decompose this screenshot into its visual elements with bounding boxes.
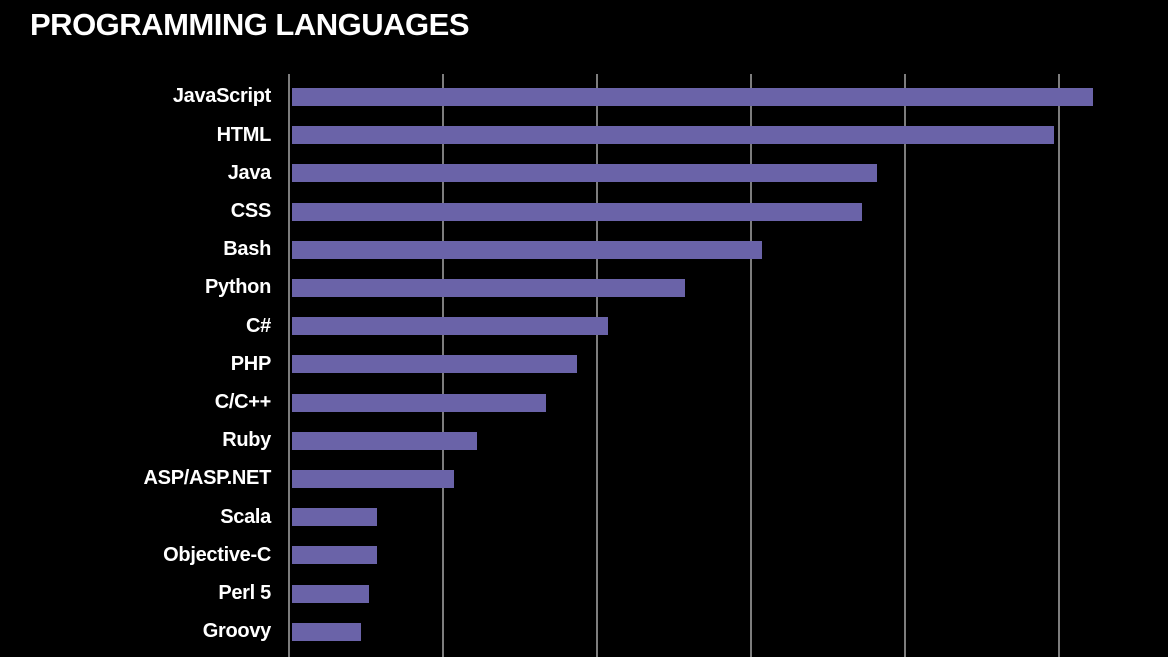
- category-label: Java: [227, 161, 272, 184]
- category-label: JavaScript: [172, 85, 271, 108]
- bar: [292, 508, 377, 527]
- bar-track: [292, 469, 1168, 488]
- bar: [292, 355, 577, 374]
- bar: [292, 317, 608, 336]
- x-gridline: [750, 74, 752, 657]
- bar-row: Ruby: [0, 422, 1168, 460]
- bar-row: ASP/ASP.NET: [0, 460, 1168, 498]
- bar-row: C/C++: [0, 384, 1168, 422]
- bar: [292, 393, 547, 412]
- bar-track: [292, 126, 1168, 145]
- bar-track: [292, 240, 1168, 259]
- bar: [292, 164, 878, 183]
- bar: [292, 240, 762, 259]
- category-label: ASP/ASP.NET: [143, 467, 272, 490]
- rows-layer: JavaScript HTML Java CSS Bash Python C# PHP C/C+…: [0, 74, 1168, 657]
- bar: [292, 87, 1093, 106]
- bar-row: Groovy: [0, 613, 1168, 651]
- category-label: Python: [205, 276, 271, 299]
- bar-track: [292, 202, 1168, 221]
- bar-track: [292, 87, 1168, 106]
- bar-track: [292, 355, 1168, 374]
- bar: [292, 278, 685, 297]
- bar-row: C#: [0, 307, 1168, 345]
- bar-row: Bash: [0, 231, 1168, 269]
- bar: [292, 202, 862, 221]
- bar-track: [292, 622, 1168, 641]
- bar: [292, 584, 369, 603]
- bar: [292, 431, 477, 450]
- x-gridline: [904, 74, 906, 657]
- bar: [292, 546, 377, 565]
- bar: [292, 469, 454, 488]
- category-label: Groovy: [202, 620, 272, 643]
- bar: [292, 126, 1055, 145]
- bar-track: [292, 278, 1168, 297]
- bar-track: [292, 164, 1168, 183]
- bar-row: Objective-C: [0, 536, 1168, 574]
- category-label: Ruby: [222, 429, 271, 452]
- bar-track: [292, 546, 1168, 565]
- category-label: C#: [246, 314, 271, 337]
- bar-track: [292, 393, 1168, 412]
- bar-row: Java: [0, 154, 1168, 192]
- bar-row: JavaScript: [0, 78, 1168, 116]
- category-label: Objective-C: [163, 543, 271, 566]
- chart-title: PROGRAMMING LANGUAGES: [30, 7, 470, 42]
- category-label: Scala: [220, 505, 271, 528]
- y-axis-line: [288, 74, 290, 657]
- bar-track: [292, 508, 1168, 527]
- bar-row: Perl 5: [0, 575, 1168, 613]
- bar-track: [292, 317, 1168, 336]
- bar-row: CSS: [0, 193, 1168, 231]
- bar-track: [292, 431, 1168, 450]
- bar: [292, 622, 362, 641]
- category-label: HTML: [216, 123, 272, 146]
- bar-row: Scala: [0, 498, 1168, 536]
- bar-row: HTML: [0, 116, 1168, 154]
- category-label: Perl 5: [218, 582, 271, 605]
- bar-row: Python: [0, 269, 1168, 307]
- bar-row: PHP: [0, 345, 1168, 383]
- category-label: Bash: [223, 238, 271, 261]
- category-label: PHP: [230, 352, 272, 375]
- category-label: CSS: [230, 200, 272, 223]
- category-label: C/C++: [214, 391, 272, 414]
- bar-track: [292, 584, 1168, 603]
- x-gridline: [596, 74, 598, 657]
- x-gridline: [1058, 74, 1060, 657]
